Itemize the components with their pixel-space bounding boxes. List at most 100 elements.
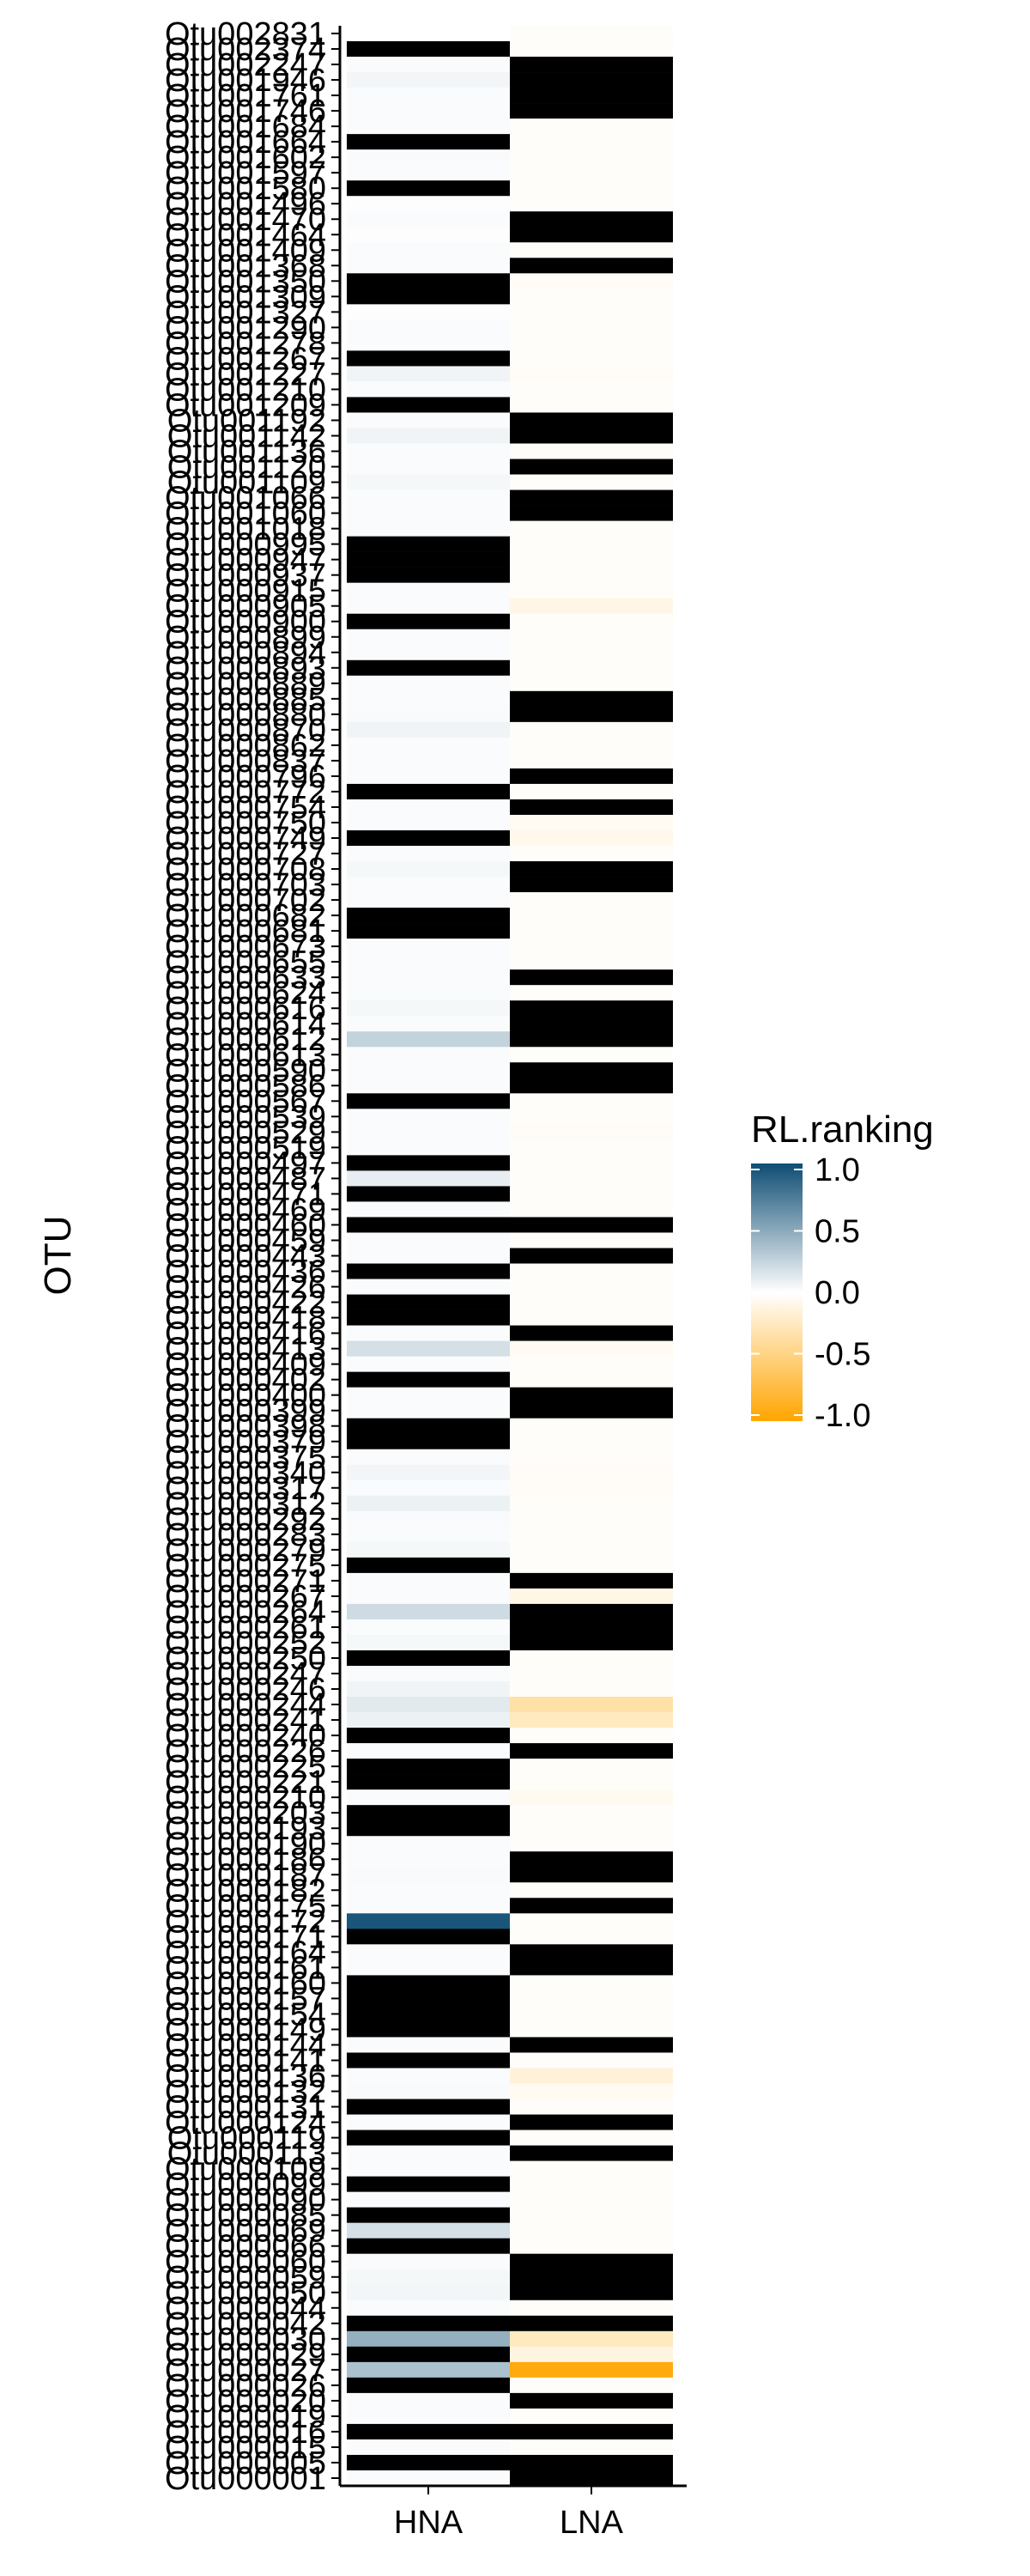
heatmap-cell [510,1836,673,1852]
heatmap-cell [347,659,510,677]
heatmap-cell [347,335,510,351]
y-tick-label: Otu001278 [165,325,326,361]
heatmap-cell [347,41,510,58]
y-tick-label: Otu000187 [165,1857,326,1893]
y-tick-label: Otu000225 [165,1749,326,1785]
y-tick-label: Otu000154 [165,1996,326,2032]
y-tick-label: Otu000131 [165,2090,326,2126]
y-tick-label: Otu000069 [165,2214,326,2250]
y-tick-label: Otu000375 [165,1440,326,1476]
heatmap-cell [510,1789,673,1806]
y-tick-label: Otu001597 [165,155,326,191]
y-tick-label: Otu000029 [165,2337,326,2373]
heatmap-cell [347,443,510,459]
y-tick-label: Otu000418 [165,1301,326,1337]
heatmap-cell [510,1572,673,1589]
heatmap-cell [510,954,673,970]
heatmap-cell [510,211,673,228]
heatmap-cell [510,829,673,847]
y-tick-label: Otu000247 [165,1656,326,1692]
y-tick-label: Otu000027 [165,2353,326,2389]
heatmap-cell [347,954,510,970]
heatmap-cell [347,1666,510,1682]
heatmap-cell [347,1649,510,1667]
heatmap-cell [347,319,510,336]
heatmap-cell [347,2207,510,2223]
heatmap-cell [347,629,510,646]
y-tick-label: Otu001409 [165,233,326,269]
heatmap-cell [347,1944,510,1960]
heatmap-cell [347,1929,510,1945]
heatmap-cell [347,2129,510,2146]
heatmap-cell [347,26,510,42]
heatmap-cell [347,2099,510,2115]
heatmap-cell [510,1898,673,1914]
y-tick-label: Otu000246 [165,1672,326,1708]
heatmap-cell [347,1139,510,1156]
heatmap-cell [347,1402,510,1419]
heatmap-cell [347,1155,510,1171]
y-tick-label: Otu000283 [165,1517,326,1553]
y-tick-label: Otu000837 [165,744,326,780]
heatmap-cell [510,1882,673,1899]
heatmap-cell [510,2099,673,2115]
heatmap-cell [347,134,510,150]
y-tick-label: Otu000020 [165,2384,326,2420]
y-tick-label: Otu000471 [165,1176,326,1212]
heatmap-cell [347,768,510,785]
heatmap-cell [510,598,673,615]
y-tick-label: Otu000275 [165,1548,326,1584]
heatmap-cell [510,1309,673,1326]
heatmap-cell [347,1728,510,1744]
y-tick-label: Otu000459 [165,1223,326,1259]
y-tick-label: Otu000529 [165,1115,326,1151]
heatmap-cell [347,969,510,986]
y-tick-label: Otu000947 [165,543,326,579]
heatmap-cell [510,350,673,367]
heatmap-cell [347,737,510,754]
y-tick-label: Otu000060 [165,2245,326,2281]
heatmap-cell [510,1649,673,1667]
legend-tick-label: 0.5 [815,1214,860,1250]
heatmap-cell [347,846,510,862]
heatmap-cell [347,1913,510,1929]
y-tick-label: Otu000937 [165,558,326,594]
y-tick-label: Otu000171 [165,1919,326,1955]
y-tick-label: Otu000469 [165,1192,326,1228]
y-tick-label: Otu000703 [165,867,326,903]
y-tick-label: Otu000026 [165,2368,326,2404]
heatmap-cell [510,1093,673,1109]
heatmap-cell [510,2454,673,2471]
heatmap-cell [510,227,673,243]
heatmap-cell [347,1851,510,1868]
y-tick-label: Otu000160 [165,1965,326,2002]
heatmap-cell [347,908,510,924]
y-tick-label: Otu000436 [165,1255,326,1291]
heatmap-cell [347,551,510,568]
heatmap-cell [510,877,673,893]
heatmap-cell [510,57,673,73]
y-tick-label: Otu000398 [165,1409,326,1445]
heatmap-cell [510,88,673,104]
y-tick-label: Otu001210 [165,372,326,408]
y-tick-label: Otu000796 [165,759,326,795]
heatmap-cell [347,1898,510,1914]
heatmap-cell [510,1217,673,1233]
heatmap-cell [347,582,510,598]
heatmap-cell [510,2315,673,2332]
heatmap-cell [347,1078,510,1094]
y-tick-label: Otu000749 [165,821,326,857]
y-tick-label: Otu000586 [165,1068,326,1104]
heatmap-cell [510,1294,673,1310]
heatmap-cell [510,2470,673,2487]
heatmap-cell [347,1031,510,1048]
heatmap-cell [347,258,510,274]
heatmap-cell [510,103,673,119]
heatmap-cell [510,1619,673,1636]
y-tick-label: Otu000144 [165,2027,326,2063]
color-legend: RL.ranking 1.0 0.5 0.0 -0.5 -1.0 [751,1109,934,1434]
y-tick-label: Otu000402 [165,1363,326,1399]
y-tick-label: Otu001946 [165,63,326,99]
y-tick-label: Otu000157 [165,1981,326,2017]
y-tick-label: Otu000001 [165,2461,326,2497]
